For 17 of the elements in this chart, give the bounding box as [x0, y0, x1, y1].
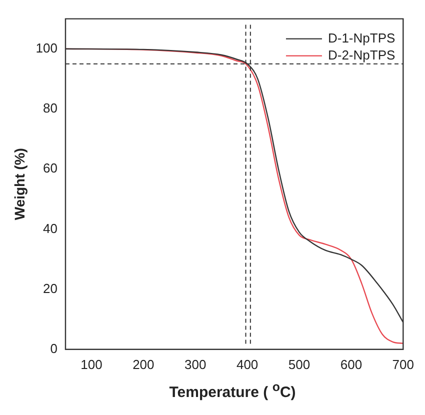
legend-label: D-2-NpTPS — [328, 47, 396, 62]
x-tick-label: 200 — [132, 356, 154, 372]
x-tick-label: 500 — [288, 356, 310, 372]
y-tick-label: 80 — [43, 100, 58, 116]
x-tick-label: 600 — [340, 356, 362, 372]
legend-label: D-1-NpTPS — [328, 30, 396, 46]
x-tick-label: 400 — [236, 356, 258, 372]
x-axis-title: Temperature ( $^{o}$C) — [168, 380, 297, 401]
y-tick-label: 20 — [43, 280, 58, 296]
y-tick-label: 60 — [43, 160, 58, 176]
y-axis-title: Weight (%) — [11, 148, 28, 220]
y-tick-label: 100 — [36, 40, 58, 56]
y-tick-label: 40 — [43, 220, 58, 236]
x-tick-label: 700 — [392, 356, 414, 372]
y-tick-label: 0 — [50, 340, 58, 356]
x-tick-label: 300 — [184, 356, 206, 372]
x-tick-label: 100 — [80, 356, 102, 372]
